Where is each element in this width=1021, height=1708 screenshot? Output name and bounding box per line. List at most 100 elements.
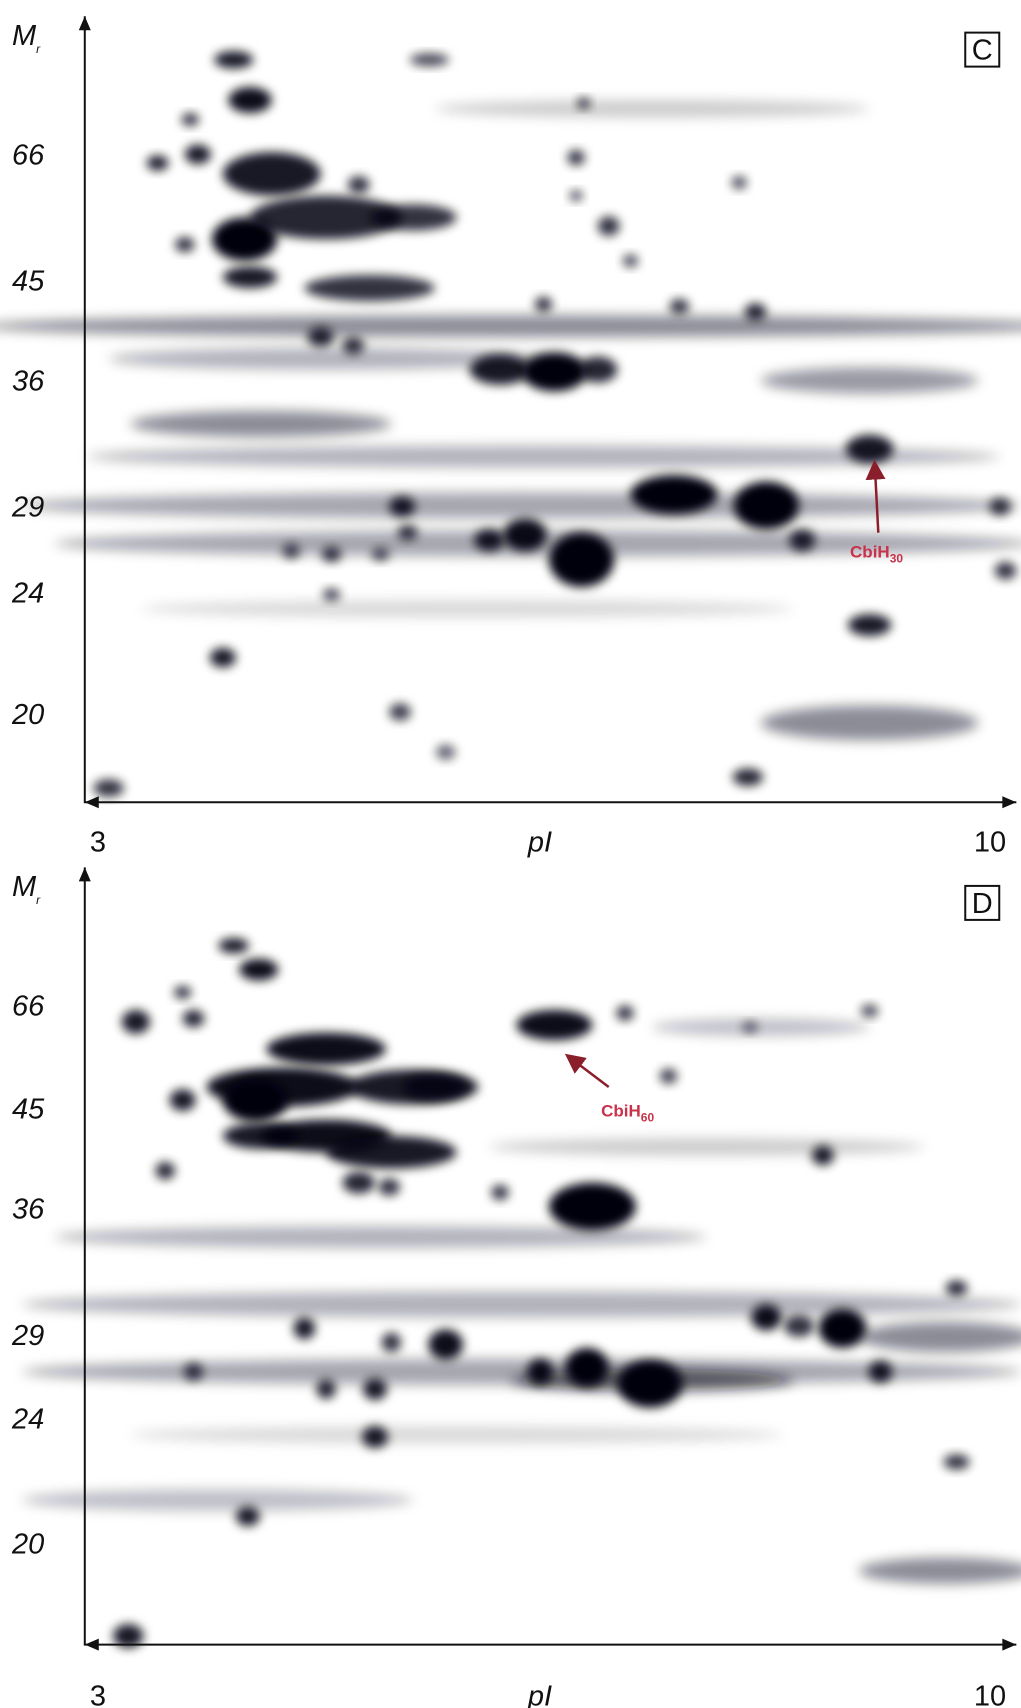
- gel-spot: [845, 434, 894, 464]
- gel-streak: [130, 1426, 783, 1444]
- gel-spot: [527, 1358, 554, 1385]
- y-tick-label: 66: [12, 990, 45, 1022]
- gel-spot: [622, 254, 639, 268]
- gel-spot: [363, 1378, 387, 1401]
- gel-spot: [342, 336, 365, 355]
- annotation-arrow: [865, 459, 886, 533]
- gel-spot: [146, 155, 169, 171]
- axis-arrow: [1002, 796, 1017, 809]
- axis-arrow: [84, 796, 99, 809]
- gel-spot: [565, 1347, 609, 1388]
- annotation-sub: 30: [890, 552, 904, 566]
- gel-spot: [783, 1315, 815, 1338]
- x-tick-label: 10: [974, 826, 1006, 858]
- gel-spot: [218, 938, 249, 954]
- gel-streak: [652, 1018, 870, 1036]
- gel-spot: [173, 985, 192, 999]
- gel-spot: [239, 958, 279, 981]
- gel-spot: [503, 518, 547, 552]
- y-tick-label: 36: [12, 1194, 45, 1226]
- axis-arrow: [78, 16, 91, 31]
- annotation-main: CbiH: [601, 1101, 641, 1120]
- gel-streak: [760, 705, 979, 741]
- gel-spot: [733, 481, 799, 530]
- gel-spot: [516, 1009, 593, 1041]
- gel-spot: [222, 152, 321, 196]
- gel-spot: [491, 1184, 509, 1201]
- gel-spot: [304, 275, 435, 302]
- annotation-main: CbiH: [850, 543, 890, 562]
- gel-spot: [811, 1145, 834, 1166]
- gel-spot: [175, 236, 195, 253]
- gel-streak: [21, 1291, 1021, 1318]
- axes: [83, 16, 1017, 804]
- annotation-sub: 60: [641, 1110, 655, 1124]
- gel-spot: [567, 150, 585, 166]
- gel-spot: [389, 496, 416, 517]
- gel-spot: [473, 529, 505, 552]
- y-tick-label: 24: [11, 1404, 44, 1436]
- annotation: CbiH60: [601, 1101, 654, 1124]
- axis-arrow: [78, 867, 91, 882]
- gel-spot: [389, 703, 411, 721]
- gel-spot: [235, 1506, 260, 1527]
- gel-spot: [293, 1317, 316, 1340]
- gel-spot: [181, 113, 199, 127]
- gel-image: [21, 938, 1021, 1648]
- y-tick-label: 45: [12, 265, 45, 297]
- gel-spot: [548, 1182, 636, 1231]
- x-tick-label: 10: [974, 1681, 1006, 1708]
- gel-spot: [469, 354, 531, 385]
- gel-spot: [435, 744, 456, 760]
- gel-spot: [409, 53, 449, 67]
- panel-label: C: [972, 35, 993, 67]
- gel-image: [0, 51, 1021, 797]
- gel-streak: [434, 100, 870, 118]
- gel-spot: [548, 532, 615, 587]
- gel-streak: [858, 1557, 1021, 1584]
- gel-spot: [322, 588, 341, 602]
- gel-spot: [744, 303, 767, 321]
- axes: [83, 867, 1017, 1646]
- gel-spot: [228, 86, 272, 114]
- gel-streak: [54, 1226, 707, 1248]
- gel-spot: [731, 176, 747, 190]
- y-tick-label: 29: [11, 1320, 44, 1352]
- gel-spot: [184, 144, 211, 165]
- gel-spot: [860, 1004, 879, 1018]
- annotation-arrow: [564, 1053, 610, 1088]
- gel-spot: [347, 176, 370, 194]
- gel-spot: [326, 1135, 457, 1169]
- gel-spot: [369, 204, 457, 231]
- gel-spot: [534, 296, 553, 312]
- gel-spot: [209, 647, 236, 668]
- axis-arrow: [1002, 1638, 1017, 1651]
- y-tick-label: 20: [11, 699, 44, 731]
- gel-spot: [282, 543, 301, 559]
- gel-spot: [93, 779, 124, 797]
- gel-spot: [818, 1308, 867, 1348]
- gel-spot: [155, 1162, 176, 1180]
- gel-streak: [760, 367, 979, 394]
- gel-spot: [307, 327, 334, 347]
- panel-label-box: [964, 884, 1001, 921]
- gel-spot: [183, 1363, 204, 1381]
- panel: C Mr 66 45 36 29 24 20 3 10 pI CbiH30: [11, 16, 1017, 858]
- y-tick-label: 45: [12, 1094, 45, 1126]
- gel-spot: [342, 1171, 376, 1194]
- gel-spot: [945, 1280, 968, 1296]
- axis-arrow: [84, 1638, 99, 1651]
- gel-spot: [868, 1360, 893, 1383]
- y-axis-label-sub: r: [36, 893, 41, 907]
- gel-spot: [989, 497, 1011, 516]
- gel-spot: [250, 195, 403, 240]
- gel-spot: [751, 1304, 782, 1331]
- gel-spot: [789, 529, 816, 552]
- gel-spot: [994, 561, 1017, 580]
- gel-spot: [402, 1073, 468, 1101]
- y-tick-label: 29: [11, 492, 44, 524]
- gel-streak: [130, 410, 392, 437]
- gel-streak: [141, 600, 794, 618]
- y-axis-label-sub: r: [36, 42, 41, 56]
- x-axis-label: pI: [527, 826, 552, 858]
